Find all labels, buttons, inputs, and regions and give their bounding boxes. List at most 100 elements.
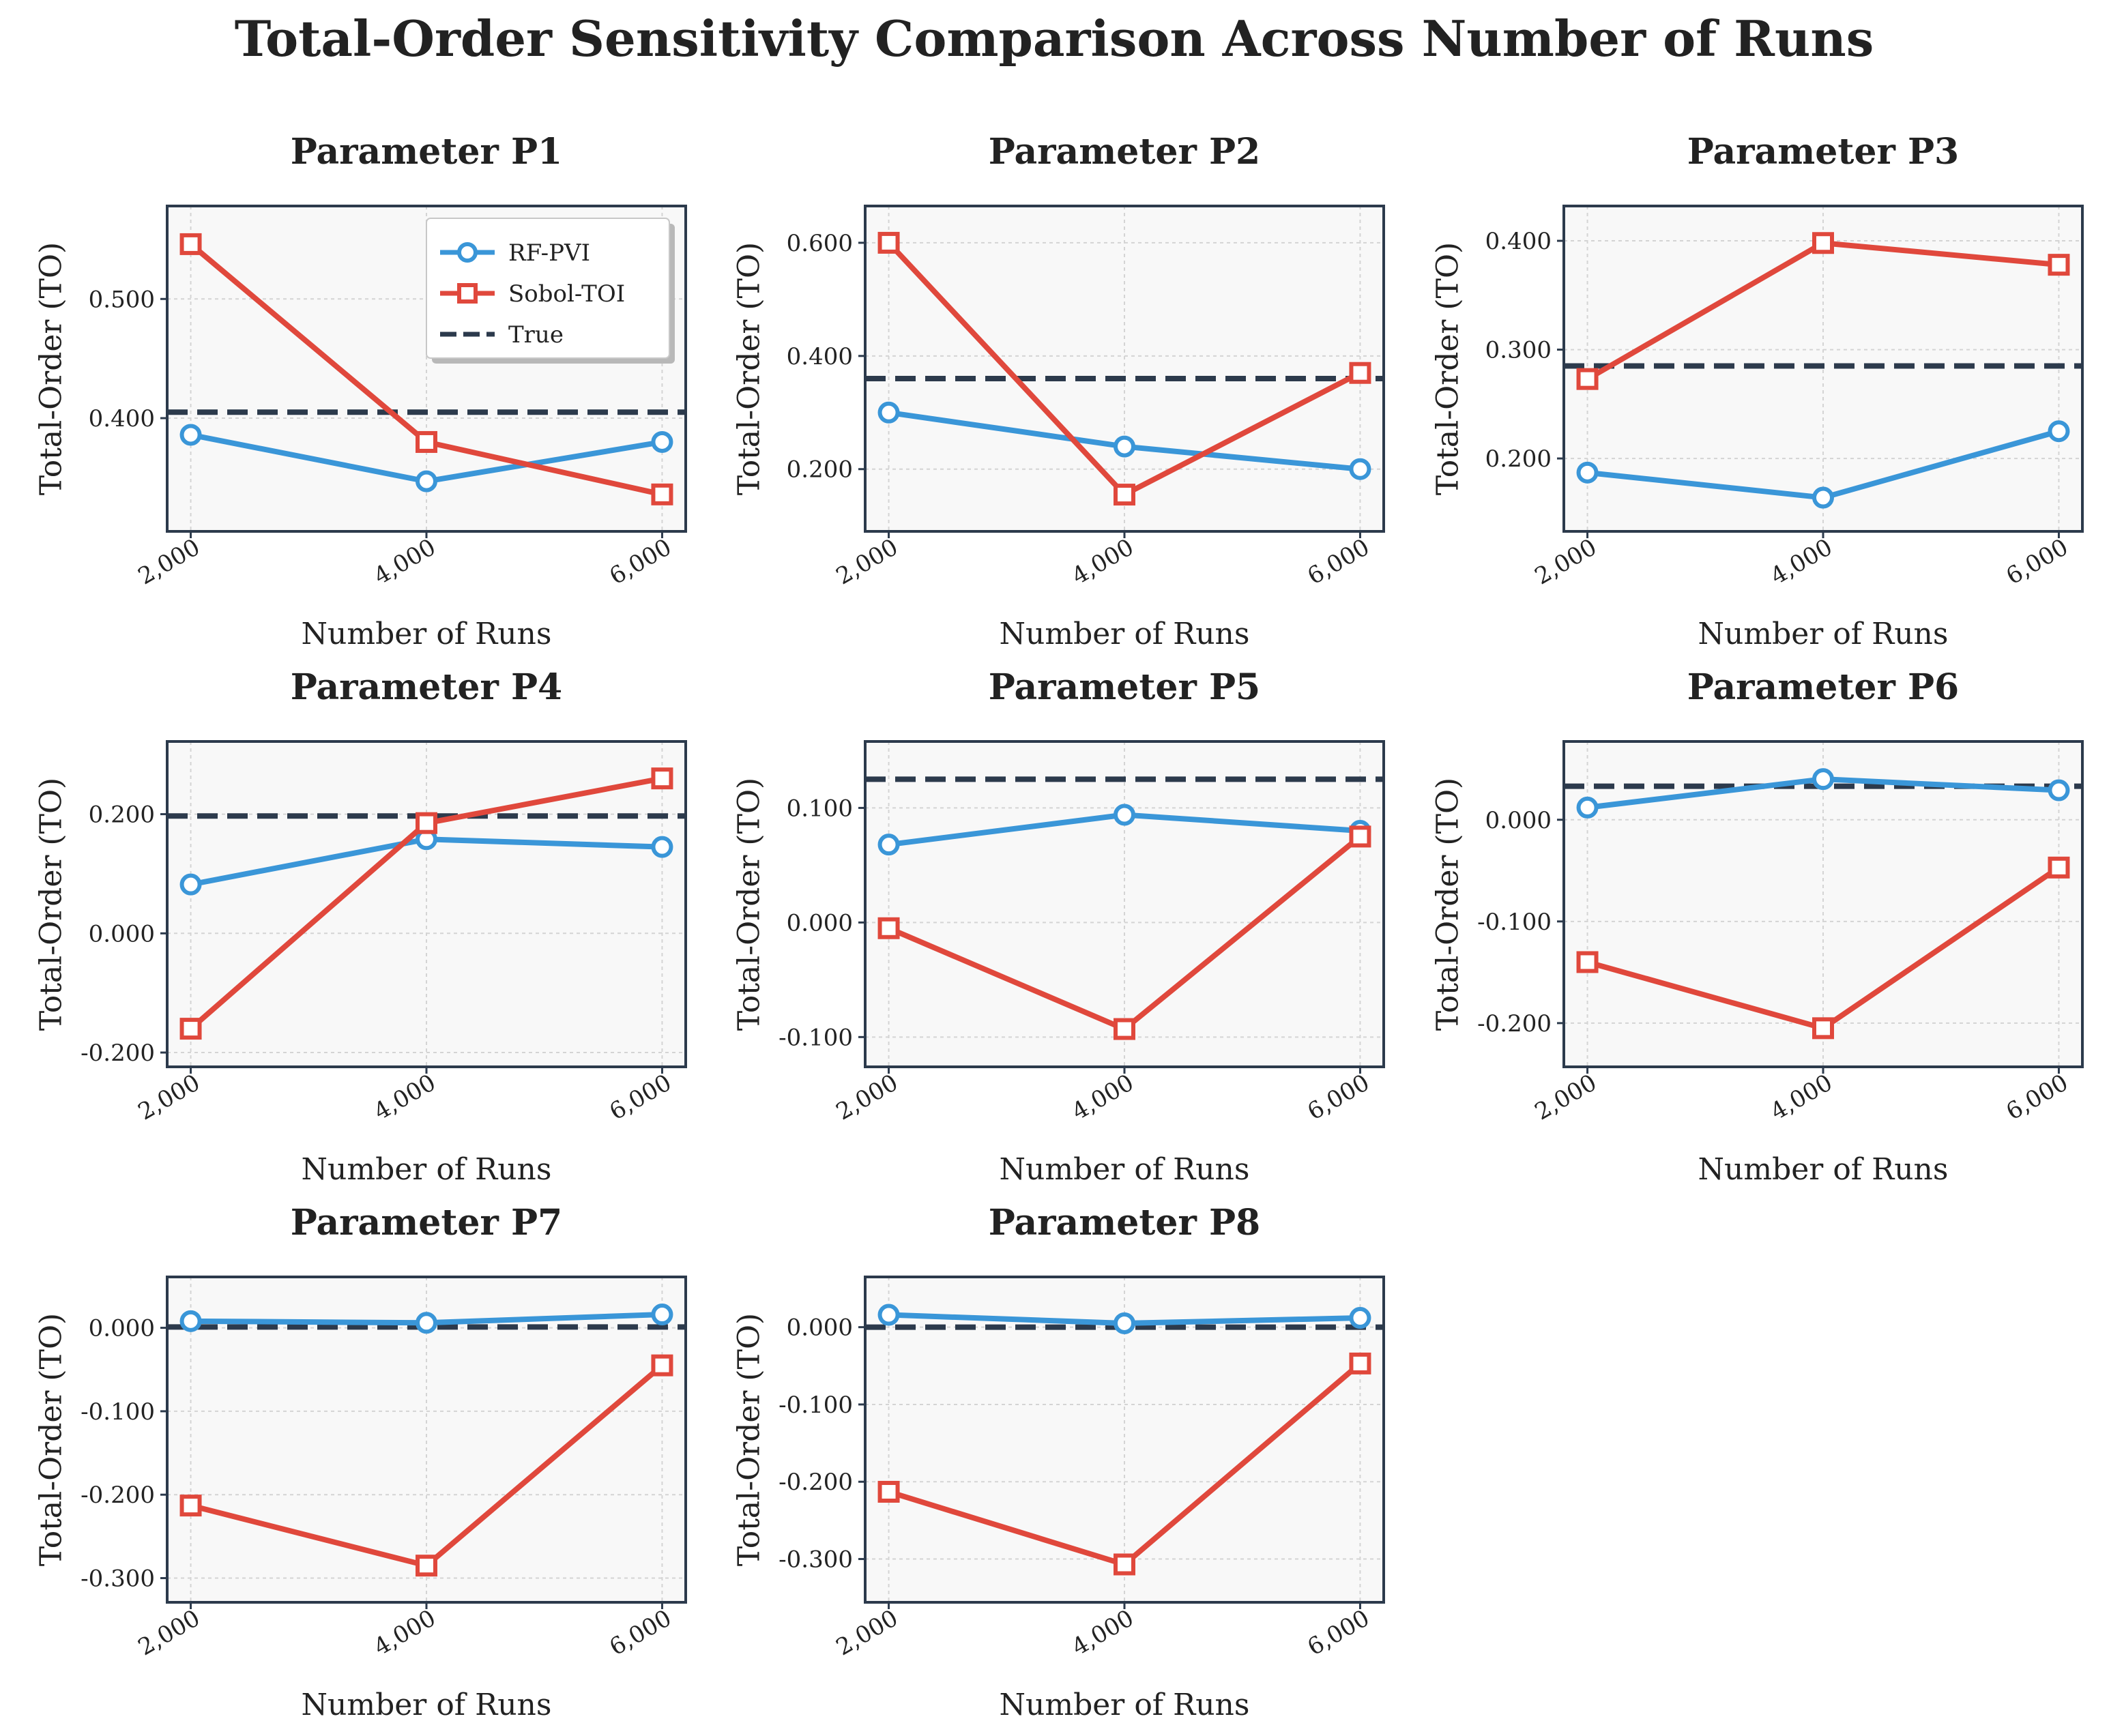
point-rf-pvi [1349, 1307, 1371, 1329]
point-sobol-toi [651, 1354, 673, 1377]
y-axis-label: Total-Order (TO) [1431, 242, 1466, 495]
y-axis-label: Total-Order (TO) [1431, 778, 1466, 1031]
point-rf-pvi [651, 836, 673, 858]
point-rf-pvi [2048, 420, 2070, 443]
point-sobol-toi [2048, 254, 2070, 276]
panel-title: Parameter P1 [291, 131, 562, 173]
point-rf-pvi [1576, 796, 1599, 819]
point-rf-pvi [416, 470, 437, 492]
point-sobol-toi [179, 1495, 202, 1517]
point-sobol-toi [651, 767, 673, 790]
panel-title: Parameter P6 [1687, 666, 1959, 708]
point-sobol-toi [179, 233, 202, 255]
y-tick-label: -0.300 [779, 1546, 853, 1574]
figure-title: Total-Order Sensitivity Comparison Acros… [235, 10, 1874, 68]
legend-marker-sobol-toi [457, 283, 478, 304]
plot-area [865, 206, 1384, 531]
point-sobol-toi [416, 430, 437, 453]
panel-title: Parameter P8 [989, 1202, 1260, 1244]
point-sobol-toi [877, 1480, 900, 1503]
x-axis-label: Number of Runs [1000, 617, 1250, 651]
y-tick-label: 0.200 [787, 456, 853, 484]
point-rf-pvi [1576, 461, 1599, 484]
y-axis-label: Total-Order (TO) [732, 242, 767, 495]
y-axis-label: Total-Order (TO) [732, 1313, 767, 1566]
y-tick-label: -0.200 [1477, 1010, 1552, 1038]
x-axis-label: Number of Runs [1000, 1152, 1250, 1187]
y-tick-label: -0.200 [81, 1482, 155, 1509]
y-tick-label: -0.100 [779, 1392, 853, 1419]
y-tick-label: 0.000 [89, 920, 155, 947]
panel-title: Parameter P7 [291, 1202, 562, 1244]
point-rf-pvi [2048, 779, 2070, 801]
panel-title: Parameter P5 [989, 666, 1260, 708]
point-rf-pvi [1349, 458, 1371, 480]
point-rf-pvi [877, 834, 900, 856]
point-sobol-toi [2048, 856, 2070, 879]
plot-area [865, 741, 1384, 1067]
point-sobol-toi [1114, 1018, 1135, 1040]
y-axis-label: Total-Order (TO) [34, 1313, 69, 1566]
x-axis-label: Number of Runs [302, 1152, 552, 1187]
point-rf-pvi [1812, 486, 1834, 509]
panel-title: Parameter P2 [989, 131, 1260, 173]
point-sobol-toi [1576, 951, 1599, 973]
legend: RF-PVI Sobol-TOI True [426, 218, 675, 364]
point-sobol-toi [1812, 232, 1834, 254]
y-tick-label: 0.500 [89, 286, 155, 313]
y-tick-label: -0.200 [81, 1040, 155, 1067]
panel-title: Parameter P3 [1687, 131, 1959, 173]
x-axis-label: Number of Runs [1000, 1688, 1250, 1722]
y-tick-label: 0.000 [787, 909, 853, 937]
point-rf-pvi [651, 1304, 673, 1326]
y-tick-label: -0.200 [779, 1469, 853, 1496]
y-tick-label: 0.400 [89, 405, 155, 432]
y-tick-label: -0.100 [1477, 909, 1552, 936]
y-tick-label: -0.300 [81, 1565, 155, 1593]
point-rf-pvi [1114, 804, 1135, 826]
point-sobol-toi [877, 231, 900, 254]
point-sobol-toi [651, 483, 673, 505]
point-rf-pvi [877, 401, 900, 424]
y-tick-label: 0.400 [787, 343, 853, 370]
x-axis-label: Number of Runs [1698, 617, 1949, 651]
point-sobol-toi [1114, 1553, 1135, 1576]
plot-area [167, 741, 686, 1067]
y-tick-label: 0.400 [1485, 228, 1552, 255]
legend-label-true: True [508, 321, 564, 349]
point-sobol-toi [1114, 484, 1135, 506]
legend-label-sobol-toi: Sobol-TOI [508, 280, 625, 308]
y-tick-label: 0.100 [787, 795, 853, 822]
y-axis-label: Total-Order (TO) [34, 242, 69, 495]
y-tick-label: 0.300 [1485, 337, 1552, 364]
y-tick-label: 0.000 [89, 1315, 155, 1342]
point-rf-pvi [179, 1310, 202, 1332]
y-tick-label: 0.000 [1485, 807, 1552, 834]
point-rf-pvi [1812, 768, 1834, 791]
point-rf-pvi [179, 424, 202, 446]
y-axis-label: Total-Order (TO) [732, 778, 767, 1031]
y-tick-label: 0.000 [787, 1314, 853, 1342]
y-axis-label: Total-Order (TO) [34, 778, 69, 1031]
point-rf-pvi [877, 1304, 900, 1326]
point-sobol-toi [179, 1018, 202, 1040]
x-axis-label: Number of Runs [302, 617, 552, 651]
point-rf-pvi [1114, 1312, 1135, 1334]
y-tick-label: -0.100 [81, 1398, 155, 1426]
x-axis-label: Number of Runs [1698, 1152, 1949, 1187]
point-sobol-toi [1349, 362, 1371, 384]
point-sobol-toi [1349, 825, 1371, 848]
y-tick-label: 0.600 [787, 230, 853, 257]
panel-title: Parameter P4 [291, 666, 562, 708]
y-tick-label: 0.200 [89, 801, 155, 829]
legend-label-rf-pvi: RF-PVI [508, 239, 590, 267]
